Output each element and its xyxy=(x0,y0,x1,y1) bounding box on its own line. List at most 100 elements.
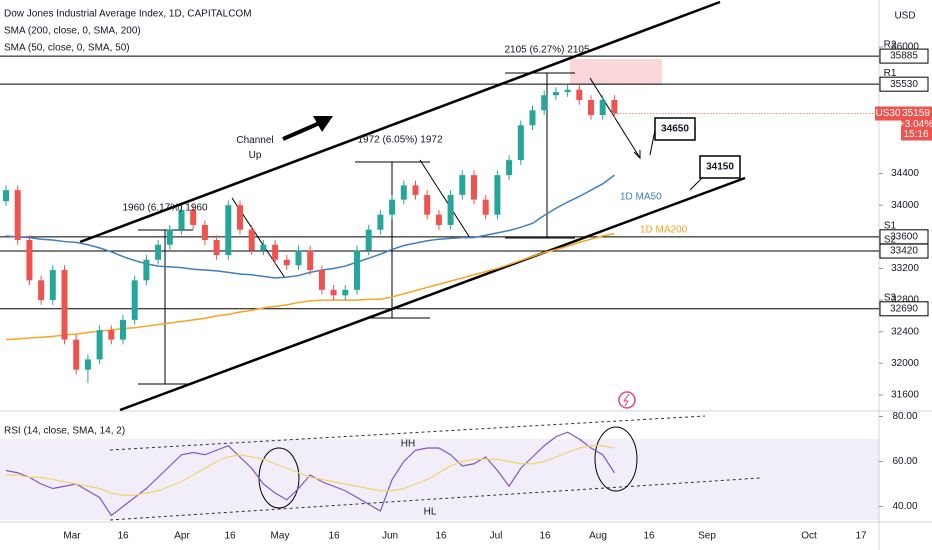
candle-body xyxy=(155,244,162,260)
last-price-countdown: 15:16 xyxy=(903,129,928,140)
candle-body xyxy=(108,330,115,340)
measure-1 xyxy=(138,229,193,385)
x-tick-label: Oct xyxy=(801,531,817,542)
x-tick-label: May xyxy=(271,531,290,542)
level-name: S1 xyxy=(884,220,897,231)
projection-arrows xyxy=(231,77,703,279)
candle-body xyxy=(96,330,103,360)
candle-body xyxy=(61,270,68,340)
candle-body xyxy=(599,99,606,116)
candle-body xyxy=(307,250,314,271)
candle-body xyxy=(389,199,396,215)
candle-body xyxy=(482,199,489,215)
marks: 31600 32000 32400 32800 33200 34000 34400 36000… xyxy=(0,40,932,542)
level-price: 33420 xyxy=(890,246,918,257)
x-tick-label: 16 xyxy=(117,531,129,542)
candle-body xyxy=(201,224,208,240)
x-tick-label: 17 xyxy=(855,531,867,542)
measure-2 xyxy=(355,161,430,319)
currency-label: USD xyxy=(894,11,915,22)
level-price: 35530 xyxy=(890,79,918,90)
candle-body xyxy=(506,160,513,176)
measure-label: 1960 (6.17%) 1960 xyxy=(122,203,208,214)
candle-body xyxy=(14,190,21,240)
x-tick-label: 16 xyxy=(435,531,447,542)
level-name: R1 xyxy=(884,68,897,79)
trend-arrow xyxy=(282,120,323,141)
candle-body xyxy=(365,229,372,251)
y-tick-label: 36000 xyxy=(891,42,919,53)
level-name: S2 xyxy=(884,235,897,246)
rsi-tick-label: 80.00 xyxy=(892,411,917,422)
x-tick-label: Apr xyxy=(174,531,190,542)
candle-body xyxy=(576,89,583,100)
candle-body xyxy=(26,239,33,281)
channel-lower xyxy=(119,176,746,412)
candle-body xyxy=(377,214,384,230)
event-icon[interactable] xyxy=(618,391,636,409)
candle-body xyxy=(342,289,349,296)
candle-body xyxy=(611,99,618,114)
candle-body xyxy=(272,244,279,260)
ma200-label: 1D MA200 xyxy=(640,225,688,236)
y-tick-label: 34400 xyxy=(891,168,919,179)
measure-label: 2105 (6.27%) 2105 xyxy=(504,45,590,56)
candle-body xyxy=(529,110,536,126)
rsi-line xyxy=(6,445,615,496)
candle-body xyxy=(552,92,559,96)
candle-body xyxy=(143,259,150,281)
rsi-line xyxy=(5,431,615,517)
rsi-label: RSI (14, close, SMA, 14, 2) xyxy=(4,426,125,437)
candle-body xyxy=(248,229,255,251)
candle-body xyxy=(120,319,126,340)
channel-label: Channel Up xyxy=(236,135,273,161)
candle-body xyxy=(295,250,302,266)
candle-body xyxy=(318,270,325,290)
x-tick-label: Jul xyxy=(490,531,503,542)
candle-body xyxy=(190,209,197,225)
candle-body xyxy=(541,95,548,111)
candle-body xyxy=(564,89,571,93)
candle-body xyxy=(400,185,407,200)
last-price-box xyxy=(901,106,932,141)
candle-body xyxy=(588,99,594,116)
level-price: 35885 xyxy=(890,51,918,62)
y-tick-label: 33200 xyxy=(891,263,919,274)
candle-body xyxy=(424,194,431,215)
candle-body xyxy=(447,194,454,225)
x-tick-label: 16 xyxy=(643,531,655,542)
candle-body xyxy=(237,205,243,230)
channel-upper xyxy=(79,0,721,244)
target-box xyxy=(699,155,741,179)
level-name: S3 xyxy=(884,292,897,303)
event-icon-bolt xyxy=(623,393,630,407)
candle-body xyxy=(283,259,290,266)
level-price-box xyxy=(879,76,929,92)
y-tick-label: 34000 xyxy=(891,200,919,211)
target-box xyxy=(654,117,696,141)
ma-line xyxy=(5,232,615,341)
rsi-tick-label: 40.00 xyxy=(892,501,917,512)
level-price-box xyxy=(879,301,929,317)
candle-body xyxy=(260,244,267,251)
y-tick-label: 31600 xyxy=(891,390,919,401)
candle-body xyxy=(517,125,524,161)
x-tick-label: Jun xyxy=(382,531,398,542)
level-price-box xyxy=(879,48,929,64)
target-label: 34650 xyxy=(661,124,689,135)
rsi-tick-label: 60.00 xyxy=(892,456,917,467)
candle-body xyxy=(178,209,185,230)
level-name: R2 xyxy=(884,40,897,51)
target-label: 34150 xyxy=(706,162,734,173)
level-price: 33600 xyxy=(890,231,918,242)
candle-body xyxy=(412,185,419,195)
indicator-label: SMA (200, close, 0, SMA, 200) xyxy=(4,26,141,37)
candle-body xyxy=(73,339,80,370)
rsi-channel-lower xyxy=(109,477,761,521)
trend-arrow-head xyxy=(313,116,333,132)
candle-body xyxy=(330,289,337,296)
x-tick-label: 16 xyxy=(539,531,551,542)
candle-body xyxy=(213,239,220,256)
